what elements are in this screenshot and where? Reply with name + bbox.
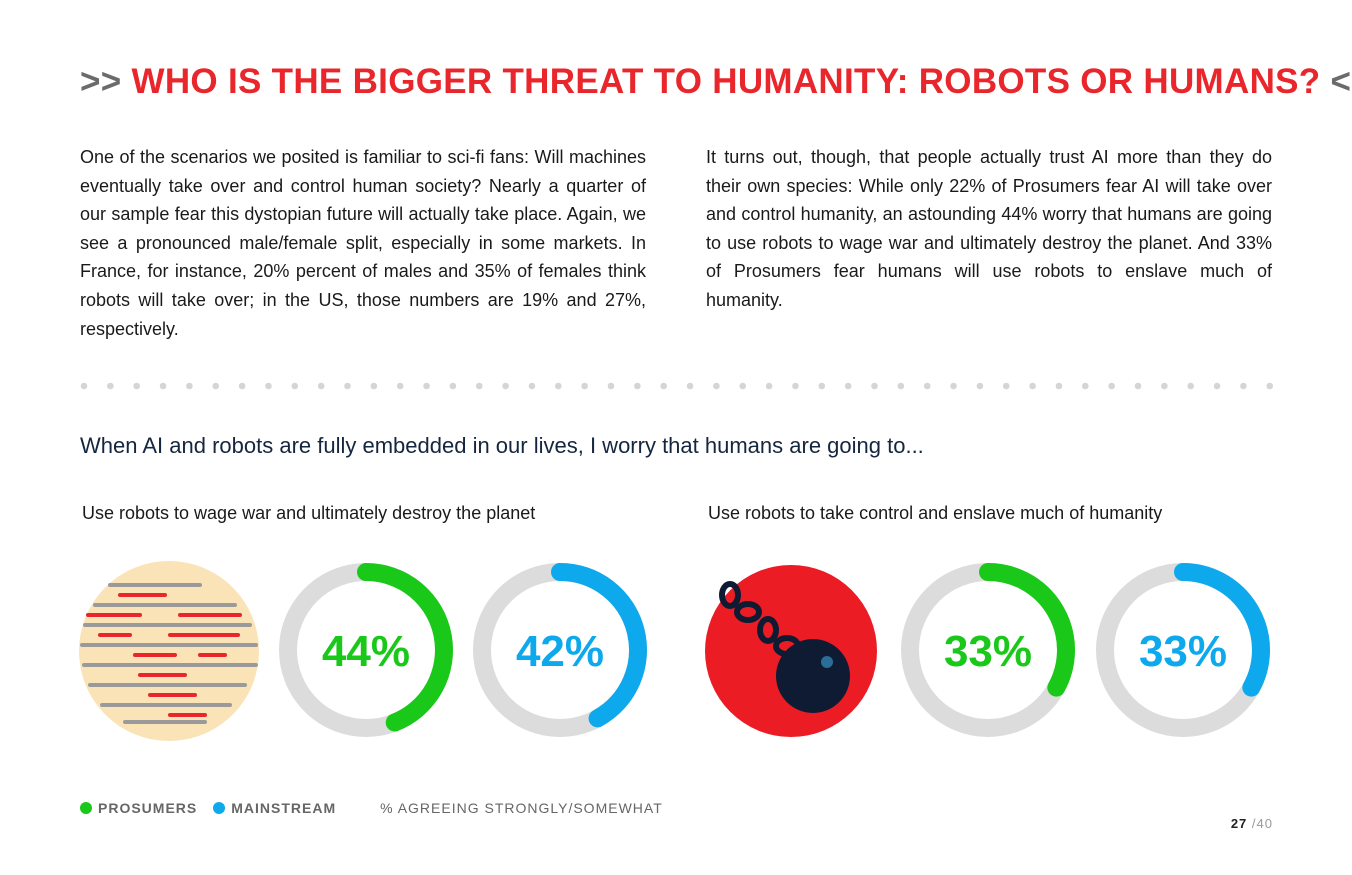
separator-dot [1187, 382, 1194, 390]
donut-arc [357, 563, 453, 732]
separator-dot [1082, 382, 1089, 390]
donut-label: 44% [322, 627, 410, 676]
donut-label: 33% [944, 627, 1032, 676]
globe-icon [79, 561, 259, 741]
separator-dot [660, 382, 667, 390]
page-number: 27 /40 [1231, 816, 1273, 831]
separator-dot [396, 382, 404, 390]
separator-dot [528, 382, 536, 390]
note: % AGREEING STRONGLY/SOMEWHAT [380, 800, 663, 816]
legend: PROSUMERS MAINSTREAM % AGREEING STRONGLY/S… [80, 800, 663, 816]
separator-dot [950, 382, 957, 390]
wrecking-ball-icon [705, 565, 877, 737]
close-mark: << [1330, 62, 1352, 101]
separator-dot [107, 382, 114, 390]
separator-dot [1240, 382, 1247, 390]
separator-dot [159, 382, 167, 390]
separator-dot [1213, 382, 1221, 390]
separator-dot [1029, 382, 1036, 390]
legend-swatch [213, 802, 226, 814]
legend-item: PROSUMERS [80, 800, 197, 816]
question: When AI and robots are fully embedded in… [80, 433, 924, 458]
separator-dot [344, 382, 351, 390]
separator-dot [317, 382, 325, 390]
separator-dot [1055, 382, 1063, 390]
legend-item: MAINSTREAM [213, 800, 336, 816]
title-text: WHO IS THE BIGGER THREAT TO HUMANITY: RO… [131, 62, 1321, 101]
separator-dot [475, 382, 483, 390]
separator-dot [581, 382, 588, 390]
separator-dot [818, 382, 826, 390]
separator-dot [713, 382, 720, 390]
separator-dot [449, 382, 457, 390]
legend-swatch [80, 802, 92, 814]
separator-dot [423, 382, 430, 390]
separator-dot [1134, 382, 1142, 390]
separator-dot [897, 382, 905, 390]
separator-dot [80, 382, 88, 390]
separator-dot [976, 382, 984, 390]
separator-dot [686, 382, 694, 390]
donut-arc [1174, 563, 1270, 697]
separator-dot [844, 382, 852, 390]
paragraph: It turns out, though, that people actual… [706, 147, 1272, 310]
donut-arc [979, 563, 1075, 697]
paragraph: One of the scenarios we posited is famil… [80, 147, 646, 339]
separator-dot [871, 382, 878, 390]
separator-dot [1161, 382, 1168, 390]
legend-text: MAINSTREAM [231, 800, 337, 816]
open-mark: >> [80, 62, 122, 101]
separator-dot [238, 382, 246, 390]
donut-label: 33% [1139, 627, 1227, 676]
separator-dot [739, 382, 747, 390]
page-current: 27 [1230, 816, 1248, 831]
separator-dot [1108, 382, 1115, 390]
separator-dot [186, 382, 193, 390]
section-label: Use robots to wage war and ultimately de… [82, 503, 536, 523]
page-total: /40 [1251, 816, 1273, 831]
separator-dot [607, 382, 615, 390]
separator-dot [1002, 382, 1010, 390]
separator-dot [792, 382, 799, 390]
separator-dot [212, 382, 220, 390]
separator-dot [265, 382, 272, 390]
donut-arc [551, 563, 647, 728]
separator-dot [923, 382, 931, 390]
separator-dot [133, 382, 140, 390]
separator-dot [634, 382, 641, 390]
section-label: Use robots to take control and enslave m… [708, 503, 1163, 523]
donut-label: 42% [516, 627, 604, 676]
separator-dot [502, 382, 509, 390]
separator-dot [1266, 382, 1274, 390]
title: >> WHO IS THE BIGGER THREAT TO HUMANITY:… [80, 62, 1352, 102]
separator-dot [291, 382, 299, 390]
separator-dot [555, 382, 562, 390]
separator-dot [370, 382, 378, 390]
legend-text: PROSUMERS [98, 800, 198, 816]
separator-dot [765, 382, 773, 390]
